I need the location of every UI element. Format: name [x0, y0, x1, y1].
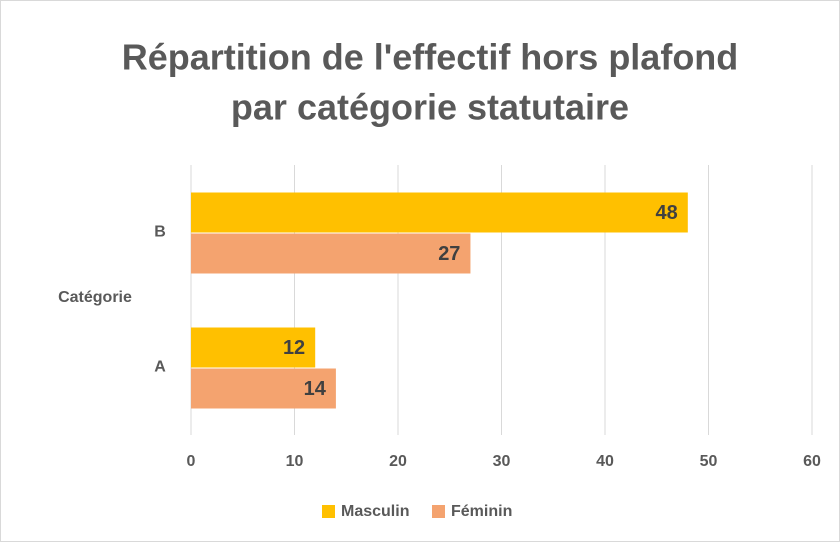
legend-label: Masculin [341, 503, 409, 520]
x-tick-label: 50 [700, 453, 718, 470]
y-tick-label: B [154, 224, 166, 241]
x-tick-label: 30 [493, 453, 511, 470]
data-label: 27 [438, 243, 460, 265]
x-tick-label: 60 [803, 453, 821, 470]
bar [191, 233, 471, 274]
data-label: 12 [283, 337, 305, 359]
bar [191, 368, 336, 409]
bar [191, 192, 688, 233]
data-label: 48 [656, 202, 678, 224]
y-axis-label: Catégorie [58, 289, 132, 306]
y-tick-label: A [154, 359, 166, 376]
chart-title: Répartition de l'effectif hors plafond [122, 37, 739, 78]
x-tick-label: 20 [389, 453, 407, 470]
chart-title: par catégorie statutaire [231, 87, 629, 128]
legend-swatch [432, 505, 445, 518]
legend-label: Féminin [451, 503, 512, 520]
bar [191, 327, 316, 368]
x-tick-label: 40 [596, 453, 614, 470]
data-label: 14 [304, 378, 327, 400]
legend-swatch [322, 505, 335, 518]
x-tick-label: 10 [286, 453, 304, 470]
x-tick-label: 0 [187, 453, 196, 470]
